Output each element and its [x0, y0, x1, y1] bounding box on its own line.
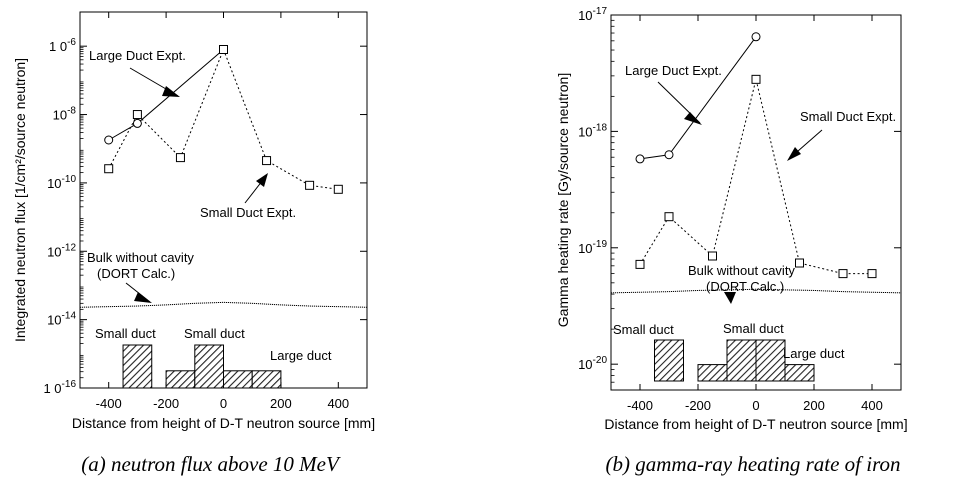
panel-a-large-duct-arrowhead [162, 86, 180, 97]
panel-a-x-ticks: -400 -200 0 200 400 [96, 12, 349, 411]
series-line [639, 36, 757, 160]
y-tick-label: 10-14 [47, 311, 76, 328]
panel-a-annotations: Large Duct Expt. Small Duct Expt. Bulk w… [87, 48, 332, 363]
x-tick-label: 200 [270, 396, 292, 411]
panel-b-y-axis-label: Gamma heating rate [Gy/source neutron] [555, 73, 571, 327]
duct-bar [654, 339, 684, 382]
data-point [795, 258, 804, 268]
data-point [664, 212, 674, 222]
duct-bar [165, 370, 196, 389]
panel-a-small-duct-bar-label-left: Small duct [95, 326, 156, 341]
data-point [867, 269, 877, 279]
panel-a-x-axis-label: Distance from height of D-T neutron sour… [72, 415, 375, 431]
y-tick-label: 10-8 [53, 106, 77, 123]
duct-bar [223, 370, 253, 389]
y-tick-label: 10-18 [578, 122, 607, 139]
x-tick-label: 400 [327, 396, 349, 411]
data-point [751, 32, 761, 42]
data-point [635, 259, 645, 269]
duct-bar [697, 364, 728, 382]
data-point [104, 164, 114, 174]
panel-a-y-ticks: 1 0-16 10-14 10-12 10-10 10-8 1 0-6 [43, 37, 367, 396]
y-tick-label: 1 0-16 [43, 379, 76, 396]
x-tick-label: -200 [153, 396, 179, 411]
panel-a-bulk-label-line2: (DORT Calc.) [97, 266, 175, 281]
panel-b-gamma-heating: -400 -200 0 200 400 10-20 10-19 10-18 10-17 Lar… [555, 6, 908, 476]
panel-b-bulk-label-line2: (DORT Calc.) [706, 279, 784, 294]
duct-bar [194, 344, 225, 389]
x-tick-label: -400 [96, 396, 122, 411]
data-point [132, 110, 142, 120]
data-point [838, 269, 848, 279]
data-point [664, 150, 674, 160]
x-tick-label: -200 [685, 398, 711, 413]
data-point [104, 135, 114, 145]
x-tick-label: 0 [752, 398, 759, 413]
y-tick-label: 10-20 [578, 355, 607, 372]
panel-a-caption: (a) neutron flux above 10 MeV [81, 452, 341, 476]
panel-a-small-duct-label: Small Duct Expt. [200, 205, 296, 220]
panel-a-large-duct-bar-label: Large duct [270, 348, 332, 363]
duct-bar [251, 370, 282, 389]
data-point [635, 154, 645, 164]
y-tick-label: 10-10 [47, 174, 76, 191]
panel-a-neutron-flux: -400 -200 0 200 400 1 0-16 10-14 10-12 10-10 10-… [12, 11, 375, 476]
duct-bar [755, 339, 786, 382]
data-point [305, 180, 315, 190]
data-point [219, 44, 228, 54]
data-point [262, 156, 272, 166]
panel-b-large-duct-bar-label: Large duct [783, 346, 845, 361]
x-tick-label: 200 [803, 398, 825, 413]
series-line [79, 301, 368, 308]
panel-b-small-duct-bar-label-left: Small duct [613, 322, 674, 337]
panel-b-series [610, 32, 902, 294]
panel-a-bulk-arrowhead [134, 292, 152, 303]
panel-b-y-ticks: 10-20 10-19 10-18 10-17 [578, 6, 901, 383]
panel-a-large-duct-label: Large Duct Expt. [89, 48, 186, 63]
panel-b-x-axis-label: Distance from height of D-T neutron sour… [604, 416, 907, 432]
y-tick-label: 10-12 [47, 242, 76, 259]
y-tick-label: 10-17 [578, 6, 607, 23]
panel-a-small-duct-arrowhead [256, 173, 268, 187]
x-tick-label: 400 [861, 398, 883, 413]
panel-a-duct-bars [122, 344, 282, 389]
duct-bar [784, 364, 815, 382]
panel-b-annotations: Large Duct Expt. Small Duct Expt. Bulk w… [613, 63, 896, 361]
x-tick-label: -400 [627, 398, 653, 413]
panel-b-x-ticks: -400 -200 0 200 400 [627, 15, 883, 413]
panel-a-small-duct-bar-label-right: Small duct [184, 326, 245, 341]
y-tick-label: 1 0-6 [49, 37, 76, 54]
panel-a-y-axis-label: Integrated neutron flux [1/cm²/source ne… [12, 58, 28, 342]
panel-b-small-duct-label: Small Duct Expt. [800, 109, 896, 124]
panel-b-small-duct-bar-label-right: Small duct [723, 321, 784, 336]
x-tick-label: 0 [220, 396, 227, 411]
y-tick-label: 10-19 [578, 239, 607, 256]
series-line [108, 48, 339, 190]
panel-b-large-duct-label: Large Duct Expt. [625, 63, 722, 78]
duct-bar [122, 344, 153, 389]
panel-a-series [79, 44, 368, 308]
panel-a-bulk-label-line1: Bulk without cavity [87, 250, 194, 265]
panel-b-duct-bars [654, 339, 815, 382]
data-point [708, 251, 717, 261]
panel-b-bulk-arrowhead [724, 292, 736, 304]
data-point [333, 184, 343, 194]
duct-bar [726, 339, 757, 382]
panel-b-small-duct-arrowhead [787, 147, 801, 161]
data-point [132, 118, 142, 128]
data-point [175, 153, 185, 163]
data-point [751, 74, 761, 84]
series-line [610, 288, 902, 294]
panel-b-bulk-label-line1: Bulk without cavity [688, 263, 795, 278]
panel-b-caption: (b) gamma-ray heating rate of iron [606, 452, 901, 476]
panel-b-large-duct-arrowhead [684, 112, 702, 125]
